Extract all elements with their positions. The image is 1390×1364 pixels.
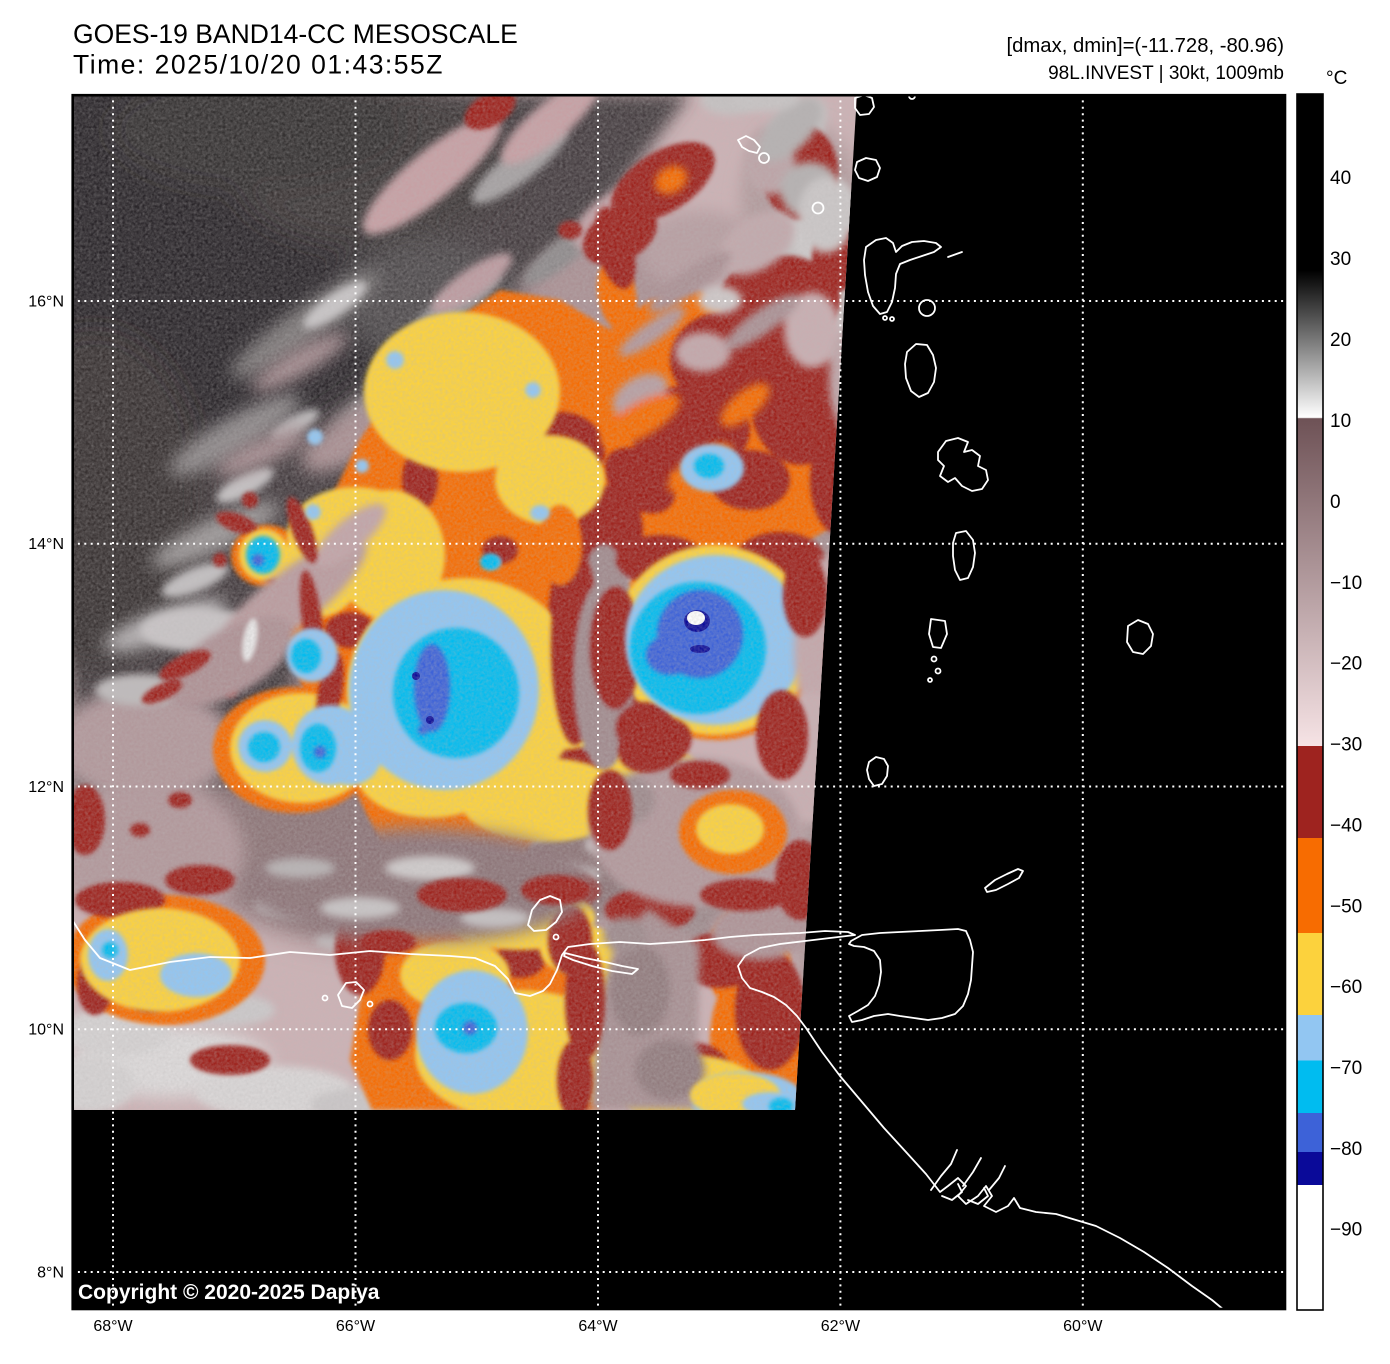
- svg-text:8°N: 8°N: [37, 1265, 64, 1282]
- svg-text:°C: °C: [1326, 68, 1347, 89]
- svg-text:−50: −50: [1330, 897, 1362, 918]
- svg-text:14°N: 14°N: [28, 536, 64, 553]
- svg-text:12°N: 12°N: [28, 779, 64, 796]
- svg-text:20: 20: [1330, 330, 1351, 351]
- svg-text:−70: −70: [1330, 1058, 1362, 1079]
- svg-text:10: 10: [1330, 411, 1351, 432]
- svg-text:60°W: 60°W: [1063, 1318, 1103, 1335]
- svg-text:62°W: 62°W: [821, 1318, 861, 1335]
- svg-text:68°W: 68°W: [93, 1318, 133, 1335]
- svg-text:64°W: 64°W: [578, 1318, 618, 1335]
- svg-text:−90: −90: [1330, 1220, 1362, 1241]
- svg-text:−80: −80: [1330, 1139, 1362, 1160]
- svg-text:16°N: 16°N: [28, 294, 64, 311]
- svg-text:−40: −40: [1330, 816, 1362, 837]
- svg-text:GOES-19 BAND14-CC MESOSCALE: GOES-19 BAND14-CC MESOSCALE: [73, 19, 518, 49]
- svg-text:98L.INVEST | 30kt, 1009mb: 98L.INVEST | 30kt, 1009mb: [1048, 63, 1284, 84]
- svg-text:Time: 2025/10/20 01:43:55Z: Time: 2025/10/20 01:43:55Z: [73, 50, 444, 80]
- svg-text:−10: −10: [1330, 573, 1362, 594]
- svg-text:66°W: 66°W: [336, 1318, 376, 1335]
- svg-text:0: 0: [1330, 492, 1341, 513]
- svg-text:Copyright © 2020-2025 Dapiya: Copyright © 2020-2025 Dapiya: [78, 1281, 380, 1304]
- svg-text:−30: −30: [1330, 735, 1362, 756]
- svg-text:10°N: 10°N: [28, 1022, 64, 1039]
- svg-text:[dmax, dmin]=(-11.728, -80.96): [dmax, dmin]=(-11.728, -80.96): [1007, 35, 1285, 57]
- svg-text:30: 30: [1330, 249, 1351, 270]
- svg-text:−20: −20: [1330, 654, 1362, 675]
- svg-text:40: 40: [1330, 168, 1351, 189]
- svg-text:−60: −60: [1330, 977, 1362, 998]
